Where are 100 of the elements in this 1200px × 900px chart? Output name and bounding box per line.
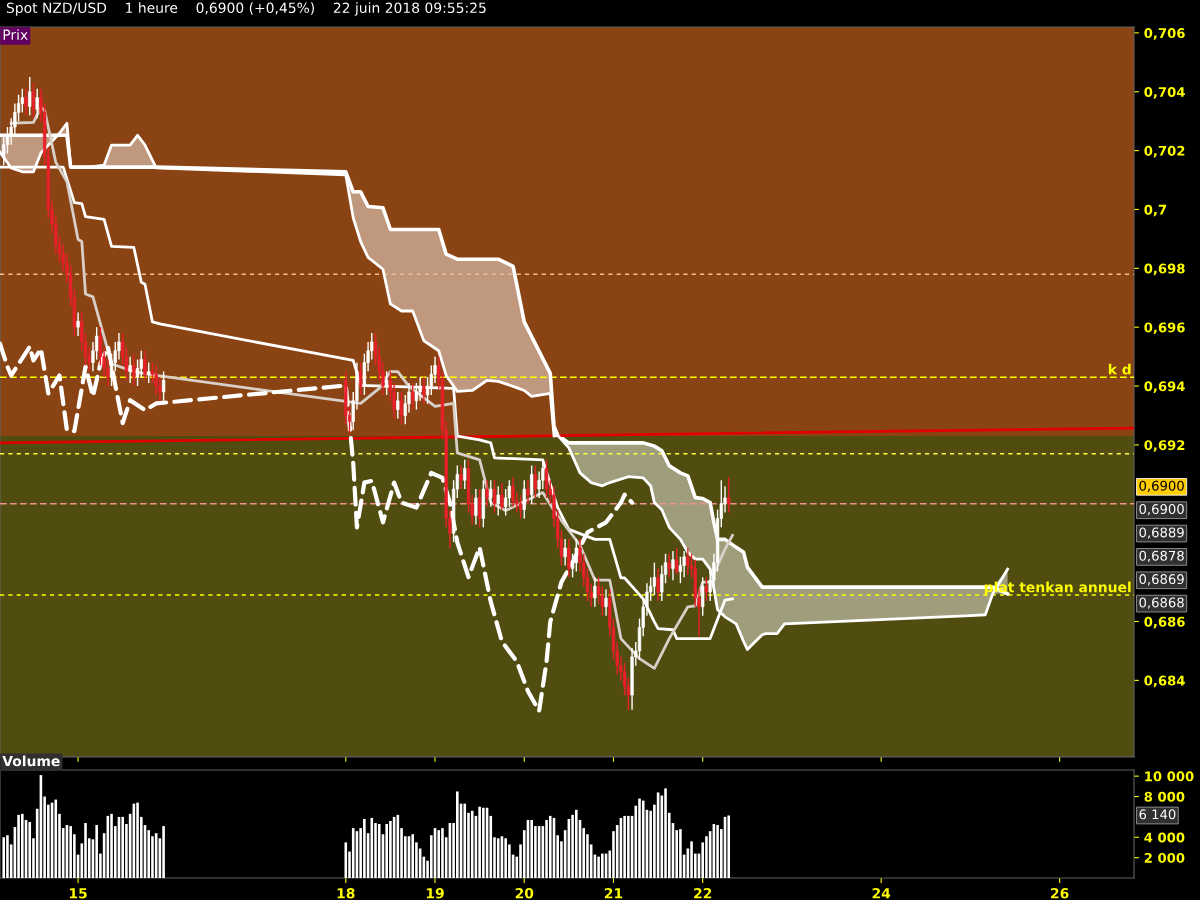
candlestick (459, 464, 463, 490)
chart-title: Spot NZD/USD 1 heure 0,6900 (+0,45%) 22 juin 2018 09:55:25 (6, 2, 486, 16)
x-tick-label: 15 (69, 888, 87, 899)
bar (623, 815, 626, 879)
ref-line-label: plat tenkan annuel (984, 581, 1131, 596)
candlestick (385, 370, 389, 396)
y-tick-label: 0,7 (1144, 204, 1167, 217)
y-tick-label: 4 000 (1144, 832, 1185, 843)
candlestick (682, 550, 686, 579)
x-tick-label: 18 (337, 888, 355, 899)
text: 0,6900 (1139, 504, 1184, 516)
text: 0,6868 (1139, 597, 1184, 609)
candlestick (359, 361, 363, 396)
bar (84, 823, 87, 879)
bar (463, 803, 467, 879)
bar (597, 856, 600, 879)
bar (478, 806, 481, 879)
x-tick-label: 22 (694, 888, 712, 899)
chart-title: Volume (2, 755, 60, 767)
bar (482, 807, 485, 879)
annotation: 6 140 (1139, 809, 1176, 820)
candlestick (411, 382, 415, 411)
text: 0,6878 (1139, 550, 1184, 563)
candlestick (132, 352, 136, 387)
candlestick (399, 391, 404, 426)
bar (638, 798, 641, 879)
candlestick (474, 488, 478, 526)
candlestick (727, 476, 731, 514)
y-tick-label: 0,684 (1144, 675, 1185, 688)
bar (437, 830, 441, 879)
y-tick-label: 0,692 (1144, 440, 1185, 452)
ref-line-label: k d (1108, 363, 1131, 375)
candlestick (522, 479, 526, 520)
bar (69, 826, 72, 879)
candlestick (667, 553, 671, 579)
bar (28, 822, 32, 879)
candlestick (671, 550, 675, 582)
text: 0,6900 (1139, 480, 1184, 493)
bar (716, 825, 719, 879)
bar (377, 824, 381, 879)
bar (679, 829, 682, 879)
candlestick (422, 376, 426, 405)
bar (136, 802, 139, 879)
bar (385, 824, 388, 879)
bar (548, 815, 552, 879)
candlestick (147, 361, 151, 384)
y-tick-label: 0,686 (1144, 616, 1185, 629)
candlestick (24, 88, 28, 116)
bar (627, 815, 630, 879)
candlestick (704, 576, 709, 602)
bar (441, 828, 444, 879)
bar (344, 842, 348, 879)
candlestick (500, 482, 504, 511)
bar (530, 819, 533, 879)
y-tick-label: 0,706 (1144, 28, 1185, 40)
text: 0,6889 (1139, 527, 1184, 539)
bar (601, 853, 604, 879)
bar (17, 814, 20, 879)
candlestick (489, 479, 493, 508)
candlestick (109, 352, 114, 387)
y-tick-label: 0,696 (1144, 322, 1185, 335)
bar (2, 837, 6, 879)
bar (727, 815, 731, 879)
candlestick (128, 355, 132, 384)
y-tick-label: 8 000 (1144, 791, 1185, 802)
candlestick (701, 576, 705, 617)
candlestick (604, 588, 608, 617)
candlestick (31, 82, 36, 119)
bar (641, 800, 645, 879)
candlestick (533, 464, 538, 499)
candlestick (675, 547, 679, 576)
candlestick (492, 479, 497, 514)
candlestick (563, 538, 567, 567)
candlestick (396, 391, 400, 420)
bar (504, 838, 507, 879)
bar (690, 841, 693, 879)
bar (389, 820, 392, 879)
candlestick (593, 576, 597, 608)
bar (95, 825, 98, 879)
x-tick-label: 20 (515, 888, 534, 899)
candlestick (35, 88, 39, 119)
bar (411, 834, 414, 879)
y-tick-label: 10 000 (1145, 771, 1194, 782)
candlestick (530, 464, 534, 505)
bar (351, 828, 355, 879)
bar (496, 838, 500, 879)
candlestick (656, 567, 660, 602)
bar (456, 791, 459, 879)
candlestick (143, 350, 147, 381)
y-tick-label: 0,702 (1144, 145, 1185, 158)
bar (545, 819, 548, 879)
candlestick (477, 488, 482, 529)
y-tick-label: 0,694 (1144, 381, 1185, 393)
candlestick (574, 538, 578, 573)
candlestick (28, 76, 32, 116)
candlestick (76, 311, 80, 337)
y-tick-label: 0,704 (1144, 86, 1185, 99)
x-tick-label: 19 (426, 888, 444, 899)
bar (6, 835, 9, 879)
y-tick-label: 0,698 (1144, 263, 1185, 276)
